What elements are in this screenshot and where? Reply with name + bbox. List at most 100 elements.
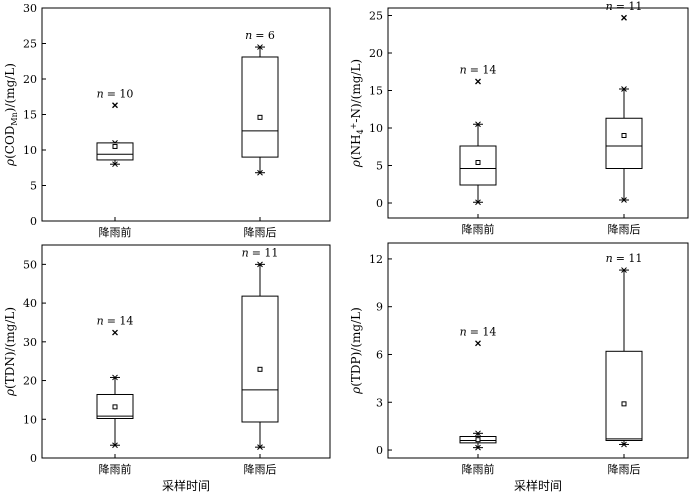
x-tick-label: 降雨后	[608, 222, 641, 236]
x-axis-label: 采样时间	[514, 478, 562, 493]
mean-marker	[112, 404, 118, 410]
plot-frame	[41, 7, 331, 222]
sample-size-symbol: n	[242, 246, 249, 259]
sample-size-value: = 14	[107, 315, 134, 328]
whisker-end-marker	[621, 267, 627, 273]
sample-size-label: n = 6	[245, 29, 275, 42]
y-axis-label-part: Mn	[10, 112, 19, 125]
y-tick-label: 9	[376, 301, 383, 314]
y-axis-label-part: ρ	[3, 389, 17, 397]
plot-frame	[387, 7, 689, 219]
sample-size-label: n = 11	[606, 0, 643, 13]
whisker-end-marker	[257, 44, 263, 50]
x-tick-label: 降雨后	[244, 225, 277, 239]
mean-marker	[621, 401, 627, 407]
y-axis-label-part: (NH	[349, 134, 363, 160]
y-tick-label: 30	[23, 336, 37, 349]
box-1: n = 10	[96, 87, 134, 168]
sample-size-value: = 14	[470, 325, 497, 338]
sample-size-value: = 10	[107, 87, 134, 100]
sample-size-label: n = 14	[460, 325, 497, 338]
outlier-marker	[112, 329, 118, 336]
y-tick-label: 25	[369, 10, 383, 23]
iqr-box	[459, 145, 497, 186]
y-axis-label-part: )/(mg/L)	[3, 63, 17, 112]
y-tick-label: 0	[376, 444, 383, 457]
y-tick-label: 30	[23, 2, 37, 15]
iqr-box	[605, 350, 643, 441]
y-tick-label: 0	[30, 452, 37, 465]
y-tick-label: 20	[23, 73, 37, 86]
x-tick-label: 降雨后	[244, 462, 277, 476]
sample-size-value: = 14	[470, 64, 497, 77]
box-1: n = 14	[459, 64, 497, 206]
whisker-end-marker	[257, 261, 263, 268]
whisker-end-marker	[621, 86, 627, 92]
x-tick-label: 降雨后	[608, 462, 641, 476]
box-2: n = 6	[241, 29, 279, 176]
whisker-end-marker	[112, 374, 118, 381]
y-tick-label: 50	[23, 258, 37, 271]
whisker-end-marker	[621, 197, 627, 203]
y-tick-label: 10	[23, 413, 37, 426]
y-tick-label: 12	[369, 253, 383, 266]
outlier-marker	[112, 102, 118, 109]
box-2: n = 11	[605, 0, 643, 203]
sample-size-symbol: n	[460, 64, 467, 77]
y-axis-label: ρ(TDN)/(mg/L)	[3, 307, 17, 397]
x-tick-label: 降雨前	[462, 222, 495, 236]
iqr-box	[605, 117, 643, 169]
y-tick-label: 20	[369, 47, 383, 60]
y-axis-label-part: (TDN)/(mg/L)	[3, 307, 17, 389]
sample-size-value: = 11	[252, 246, 279, 259]
sample-size-label: n = 11	[242, 246, 279, 259]
x-axis-label: 采样时间	[162, 478, 210, 493]
y-tick-label: 40	[23, 297, 37, 310]
y-tick-label: 5	[376, 160, 383, 173]
plot-frame	[387, 242, 689, 459]
y-tick-label: 15	[369, 85, 383, 98]
mean-marker	[621, 133, 627, 138]
y-tick-label: 20	[23, 375, 37, 388]
sample-size-symbol: n	[245, 29, 252, 42]
sample-size-value: = 6	[255, 29, 275, 42]
y-axis-label-part: ρ	[349, 387, 363, 395]
y-tick-label: 6	[376, 348, 383, 361]
mean-marker	[112, 143, 118, 149]
sample-size-symbol: n	[460, 325, 467, 338]
whisker-end-marker	[257, 444, 263, 451]
whisker-end-marker	[621, 441, 627, 448]
y-axis-label-part: -N)/(mg/L)	[349, 59, 363, 123]
plot-frame	[41, 244, 331, 459]
y-axis-label-part: ρ	[349, 160, 363, 168]
mean-marker	[257, 114, 263, 120]
sample-size-symbol: n	[606, 0, 613, 13]
whisker-end-marker	[475, 430, 481, 437]
mean-marker	[257, 366, 263, 372]
whisker-end-marker	[475, 121, 481, 128]
y-tick-label: 3	[376, 396, 383, 409]
sample-size-label: n = 10	[97, 87, 134, 100]
box-1: n = 14	[96, 315, 134, 449]
iqr-box	[96, 142, 134, 161]
mean-marker	[475, 160, 481, 165]
y-tick-label: 5	[30, 180, 37, 193]
y-tick-label: 25	[23, 38, 37, 51]
y-axis-label: ρ(CODMn)/(mg/L)	[3, 63, 19, 167]
whisker-end-marker	[475, 444, 481, 451]
sample-size-label: n = 14	[97, 315, 134, 328]
whisker-end-marker	[475, 199, 481, 206]
iqr-box	[241, 56, 279, 158]
y-axis-label-part: ρ	[3, 159, 17, 167]
sample-size-value: = 11	[616, 0, 643, 13]
box-1: n = 14	[459, 325, 497, 451]
box-2: n = 11	[241, 246, 279, 451]
y-axis-label-part: 4	[356, 129, 365, 134]
iqr-box	[241, 295, 279, 423]
outlier-marker	[621, 14, 627, 21]
outlier-marker	[475, 340, 481, 347]
